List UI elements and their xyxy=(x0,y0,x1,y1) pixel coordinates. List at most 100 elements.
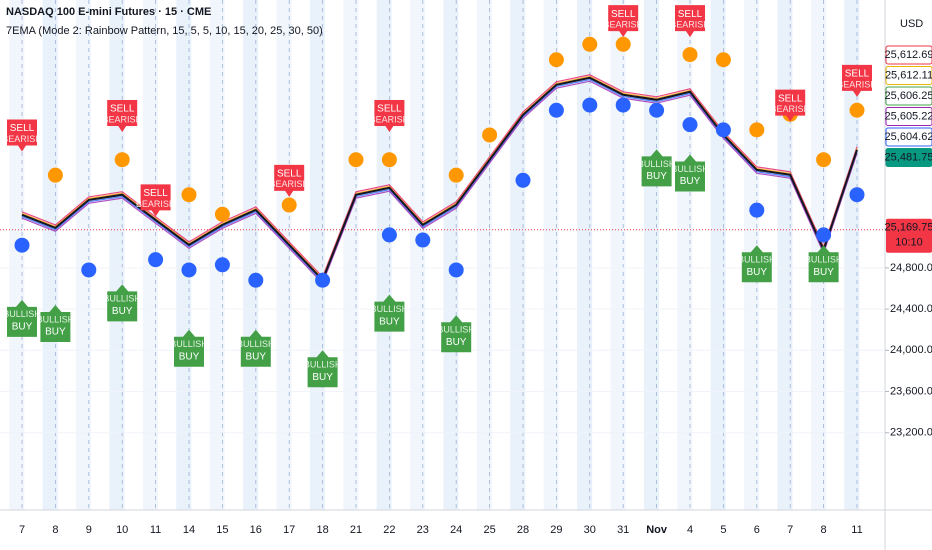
countdown: 10:10 xyxy=(895,237,923,249)
buy-marker xyxy=(174,329,204,367)
price-label: 25,481.75 xyxy=(885,151,932,163)
buy-marker xyxy=(240,329,271,367)
sell-marker xyxy=(274,164,305,197)
x-tick-label: 17 xyxy=(283,524,295,536)
sell-marker xyxy=(675,5,705,38)
bull-label: BULLISH xyxy=(805,255,843,265)
signal-dot xyxy=(582,97,598,113)
sell-marker xyxy=(775,89,806,122)
signal-dot xyxy=(315,272,331,288)
signal-dot xyxy=(715,122,731,138)
signal-dot xyxy=(615,97,631,113)
signal-dot xyxy=(515,172,531,188)
session-band xyxy=(276,0,292,510)
signal-dot xyxy=(181,262,197,278)
signal-dot xyxy=(281,197,297,213)
price-label: 25,612.69 xyxy=(885,49,932,61)
signal-dot xyxy=(749,202,765,218)
price-label-box xyxy=(885,66,932,85)
signal-dot xyxy=(682,47,698,63)
x-tick-label: 11 xyxy=(851,524,862,536)
bear-label: BEARISH xyxy=(269,179,309,189)
buy-label: BUY xyxy=(379,316,400,327)
buy-label: BUY xyxy=(747,267,768,278)
x-tick-label: 30 xyxy=(584,524,596,536)
x-tick-label: 7 xyxy=(787,524,793,536)
signal-dot xyxy=(816,227,832,243)
x-tick-label: 25 xyxy=(483,524,495,536)
bear-label: BEARISH xyxy=(370,114,410,124)
session-band xyxy=(643,0,659,510)
x-tick-label: 28 xyxy=(517,524,529,536)
signal-dot xyxy=(448,167,464,183)
buy-marker xyxy=(441,315,472,353)
signal-dot xyxy=(214,206,230,222)
y-tick-label: 24,000.00 xyxy=(890,344,932,356)
sell-label: SELL xyxy=(611,9,636,20)
session-band xyxy=(243,0,259,510)
x-tick-label: 29 xyxy=(550,524,562,536)
bull-label: BULLISH xyxy=(103,294,141,304)
bull-label: BULLISH xyxy=(371,304,409,314)
session-band xyxy=(476,0,492,510)
signal-dot xyxy=(615,36,631,52)
signal-dot xyxy=(348,152,364,168)
bear-label: BEARISH xyxy=(670,20,710,30)
bear-label: BEARISH xyxy=(2,134,42,144)
sell-label: SELL xyxy=(778,93,803,104)
price-label-box xyxy=(885,107,932,126)
signal-dot xyxy=(14,237,30,253)
signal-dot xyxy=(214,257,230,273)
session-band xyxy=(443,0,459,510)
y-tick-label: 23,200.00 xyxy=(890,427,932,439)
x-tick-label: 7 xyxy=(19,524,25,536)
signal-dot xyxy=(381,227,397,243)
buy-label: BUY xyxy=(112,306,133,317)
signal-dot xyxy=(582,36,598,52)
price-label-box xyxy=(885,127,932,147)
signal-dot xyxy=(81,262,97,278)
buy-label: BUY xyxy=(446,337,467,348)
chart-title: NASDAQ 100 E-mini Futures · 15 · CME xyxy=(6,6,211,18)
signal-dot xyxy=(448,262,464,278)
signal-dot xyxy=(248,272,264,288)
buy-marker xyxy=(741,245,772,283)
bull-label: BULLISH xyxy=(237,339,275,349)
sell-label: SELL xyxy=(377,104,402,115)
x-tick-label: 11 xyxy=(150,524,161,536)
bear-label: BEARISH xyxy=(770,104,810,114)
signal-dot xyxy=(649,102,665,118)
buy-label: BUY xyxy=(813,267,834,278)
bear-label: BEARISH xyxy=(603,20,643,30)
sell-label: SELL xyxy=(277,168,302,179)
signal-dot xyxy=(148,252,164,268)
session-band xyxy=(777,0,793,510)
price-label-box xyxy=(885,148,932,167)
session-band xyxy=(610,0,626,510)
session-band xyxy=(844,0,860,510)
buy-marker xyxy=(374,294,405,332)
sell-marker xyxy=(374,99,405,132)
price-label: 25,605.22 xyxy=(885,110,932,122)
x-tick-label: 31 xyxy=(617,524,629,536)
buy-label: BUY xyxy=(312,372,333,383)
price-label-box xyxy=(885,86,932,106)
bull-label: BULLISH xyxy=(3,309,41,319)
buy-label: BUY xyxy=(680,176,701,187)
last-price-box xyxy=(886,218,932,253)
price-label: 25,606.25 xyxy=(885,90,932,102)
signal-dot xyxy=(749,122,765,138)
buy-label: BUY xyxy=(179,351,200,362)
signal-dot xyxy=(482,127,498,143)
bull-label: BULLISH xyxy=(37,314,75,324)
bear-label: BEARISH xyxy=(136,199,176,209)
x-tick-label: 16 xyxy=(250,524,262,536)
signal-dot xyxy=(548,102,564,118)
x-tick-label: 21 xyxy=(350,524,362,536)
sell-label: SELL xyxy=(845,69,870,80)
sell-marker xyxy=(107,99,138,132)
signal-dot xyxy=(381,152,397,168)
sell-label: SELL xyxy=(143,188,168,199)
y-tick-label: 23,600.00 xyxy=(890,385,932,397)
